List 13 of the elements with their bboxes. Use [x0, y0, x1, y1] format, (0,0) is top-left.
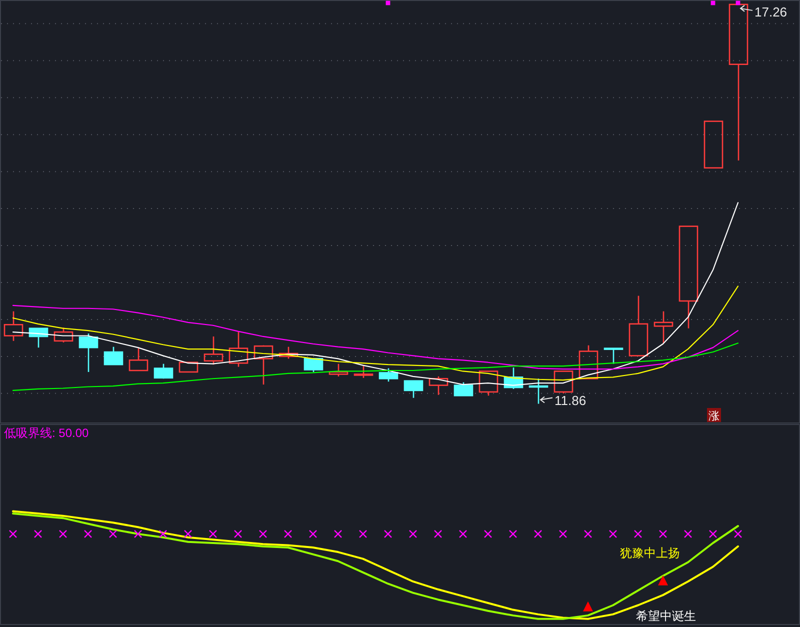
- text: 17.26: [754, 4, 788, 20]
- candlestick: [128, 348, 148, 372]
- candlestick: [628, 295, 648, 356]
- candlestick: [604, 348, 624, 364]
- candlestick: [654, 310, 674, 344]
- candlestick: [678, 226, 698, 329]
- annotation: 犹豫中上扬: [620, 546, 680, 560]
- annotation: 11.86: [554, 392, 586, 408]
- text: 低吸界线: 50.00: [4, 426, 90, 440]
- annotation: 涨: [708, 410, 720, 422]
- candlestick: [704, 120, 724, 169]
- candlestick: [178, 362, 198, 373]
- annotation: 希望中诞生: [636, 609, 696, 623]
